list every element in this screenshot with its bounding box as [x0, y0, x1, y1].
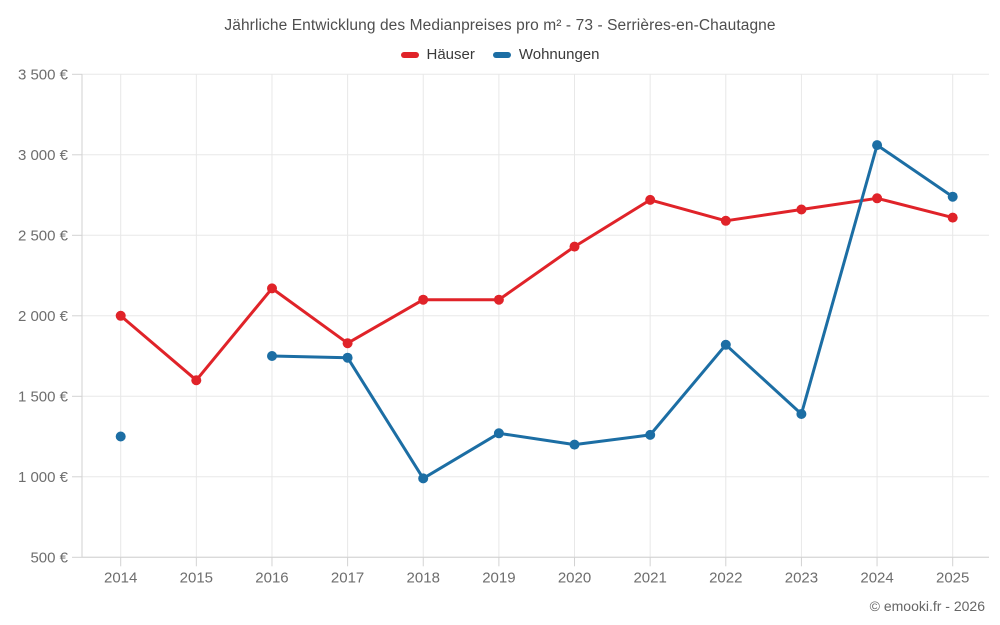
y-axis-labels: 500 € 1 000 € 1 500 € 2 000 € 2 500 € 3 000 €…: [18, 66, 69, 566]
x-tick-label: 2024: [860, 569, 893, 586]
x-tick-label: 2022: [709, 569, 742, 586]
data-point-hauser-2020[interactable]: [569, 241, 580, 252]
x-tick-label: 2018: [407, 569, 440, 586]
data-point-hauser-2017[interactable]: [342, 338, 353, 349]
x-tick-label: 2016: [255, 569, 288, 586]
data-point-wohnungen-2020[interactable]: [569, 439, 580, 450]
data-point-hauser-2014[interactable]: [115, 310, 126, 321]
data-point-wohnungen-2016[interactable]: [267, 351, 277, 361]
x-tick-label: 2015: [180, 569, 213, 586]
legend-item-wohnungen[interactable]: Wohnungen: [492, 46, 600, 63]
chart-title: Jährliche Entwicklung des Medianpreises …: [224, 17, 776, 34]
series-hauser-points: [115, 193, 958, 386]
y-tick-label: 2 000 €: [18, 308, 69, 325]
series-wohnungen-points: [115, 140, 958, 484]
x-tick-label: 2019: [482, 569, 515, 586]
y-gridlines: [82, 73, 989, 558]
data-point-wohnungen-2014[interactable]: [115, 431, 126, 442]
legend-swatch-wohnungen-icon: [492, 51, 511, 58]
copyright-credit: © emooki.fr - 2026: [869, 598, 985, 614]
y-tick-label: 500 €: [30, 549, 68, 566]
data-point-hauser-2021[interactable]: [645, 194, 656, 205]
legend-label-wohnungen: Wohnungen: [518, 46, 600, 63]
legend-label-hauser: Häuser: [426, 46, 475, 63]
data-point-wohnungen-2024[interactable]: [872, 140, 883, 151]
x-tick-label: 2017: [331, 569, 364, 586]
data-point-hauser-2016[interactable]: [267, 283, 277, 294]
y-tick-label: 2 500 €: [18, 227, 69, 244]
y-tick-label: 3 000 €: [18, 147, 69, 164]
series-hauser-line: [119, 196, 955, 382]
data-point-hauser-2023[interactable]: [796, 204, 807, 215]
data-point-wohnungen-2025[interactable]: [947, 191, 958, 202]
axis-ticks: [72, 73, 954, 567]
data-point-wohnungen-2021[interactable]: [645, 429, 656, 440]
series-wohnungen-line: [270, 143, 955, 480]
y-tick-label: 1 000 €: [18, 469, 69, 486]
data-point-hauser-2019[interactable]: [493, 294, 504, 305]
data-point-wohnungen-2017[interactable]: [342, 352, 353, 363]
chart-legend: Häuser Wohnungen: [0, 46, 1000, 63]
data-point-hauser-2018[interactable]: [418, 294, 429, 305]
data-point-hauser-2024[interactable]: [872, 193, 883, 204]
legend-swatch-hauser-icon: [400, 51, 419, 58]
data-point-hauser-2022[interactable]: [720, 215, 731, 226]
y-tick-label: 3 500 €: [18, 66, 69, 83]
x-axis-labels: 2014 2015 2016 2017 2018 2019 2020 2021 2022 2023…: [104, 569, 969, 586]
data-point-wohnungen-2019[interactable]: [493, 428, 504, 439]
data-point-wohnungen-2023[interactable]: [796, 409, 807, 419]
y-tick-label: 1 500 €: [18, 388, 69, 405]
data-point-hauser-2025[interactable]: [947, 212, 958, 223]
data-point-wohnungen-2018[interactable]: [418, 473, 429, 484]
x-tick-label: 2023: [785, 569, 818, 586]
x-tick-label: 2025: [936, 569, 969, 586]
x-tick-label: 2014: [104, 569, 137, 586]
data-point-hauser-2015[interactable]: [191, 375, 202, 386]
legend-item-hauser[interactable]: Häuser: [400, 46, 475, 63]
data-point-wohnungen-2022[interactable]: [720, 339, 731, 350]
x-tick-label: 2020: [558, 569, 591, 586]
x-tick-label: 2021: [633, 569, 666, 586]
